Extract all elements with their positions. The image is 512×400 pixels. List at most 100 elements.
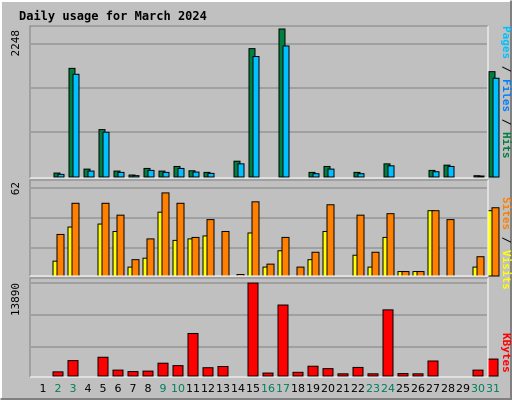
kbytes-panel-border-bottom bbox=[30, 278, 489, 378]
visits-panel-border-bottom bbox=[30, 180, 489, 277]
legend-sites: Sites bbox=[500, 197, 512, 230]
kbytes-bar-19 bbox=[307, 365, 319, 377]
day-label-4: 4 bbox=[85, 382, 92, 395]
sites-bar-23 bbox=[371, 251, 380, 277]
day-label-27: 27 bbox=[426, 382, 440, 395]
sites-bar-9 bbox=[161, 192, 170, 277]
day-label-12: 12 bbox=[201, 382, 215, 395]
files-bar-10 bbox=[177, 167, 185, 178]
day-label-22: 22 bbox=[351, 382, 365, 395]
day-label-29: 29 bbox=[456, 382, 470, 395]
kbytes-bar-20 bbox=[322, 368, 334, 377]
kbytes-bar-30 bbox=[472, 369, 484, 377]
day-label-9: 9 bbox=[160, 382, 167, 395]
sites-bar-7 bbox=[131, 259, 140, 277]
files-bar-17 bbox=[282, 45, 290, 178]
sites-bar-6 bbox=[116, 214, 125, 277]
files-bar-6 bbox=[117, 171, 125, 178]
day-label-21: 21 bbox=[336, 382, 350, 395]
files-bar-30 bbox=[477, 175, 485, 178]
day-label-14: 14 bbox=[231, 382, 245, 395]
day-label-20: 20 bbox=[321, 382, 335, 395]
kbytes-bar-5 bbox=[97, 356, 109, 377]
sites-bar-10 bbox=[176, 202, 185, 277]
day-label-10: 10 bbox=[171, 382, 185, 395]
sites-bar-2 bbox=[56, 233, 65, 277]
day-labels: 1 2 3 4 5 6 7 8 9 10 11 12 13 14 15 16 17 18 19 20 21 22 23 24 2… bbox=[40, 382, 501, 395]
kbytes-bar-21 bbox=[337, 373, 349, 377]
legend-files: Files bbox=[500, 79, 512, 112]
files-bar-19 bbox=[312, 173, 320, 178]
files-bar-9 bbox=[162, 171, 170, 178]
day-label-19: 19 bbox=[306, 382, 320, 395]
kbytes-ymax-label: 13890 bbox=[9, 283, 22, 316]
files-bar-28 bbox=[447, 165, 455, 178]
kbytes-bar-10 bbox=[172, 365, 184, 377]
sites-bar-19 bbox=[311, 251, 320, 277]
sites-bar-17 bbox=[281, 236, 290, 277]
sites-bar-12 bbox=[206, 219, 215, 277]
chart-title: Daily usage for March 2024 bbox=[19, 9, 207, 23]
files-bar-3 bbox=[72, 73, 80, 178]
legend-visits: Visits bbox=[500, 250, 512, 290]
kbytes-bar-15 bbox=[247, 282, 259, 377]
hits-panel-border-top bbox=[29, 25, 488, 178]
files-bar-15 bbox=[252, 56, 260, 178]
kbytes-bar-23 bbox=[367, 373, 379, 377]
kbytes-bar-16 bbox=[262, 372, 274, 377]
sites-bar-5 bbox=[101, 202, 110, 277]
files-bar-11 bbox=[192, 171, 200, 178]
sites-bar-31 bbox=[491, 207, 500, 277]
kbytes-bar-22 bbox=[352, 366, 364, 377]
day-label-26: 26 bbox=[411, 382, 425, 395]
files-bar-20 bbox=[327, 168, 335, 178]
kbytes-bar-12 bbox=[202, 367, 214, 377]
kbytes-bar-26 bbox=[412, 373, 424, 377]
day-label-3: 3 bbox=[70, 382, 77, 395]
legend-kbytes: KBytes bbox=[500, 333, 512, 373]
kbytes-bar-31 bbox=[487, 358, 499, 377]
visits-ymax-label: 62 bbox=[9, 182, 22, 195]
files-bar-5 bbox=[102, 131, 110, 178]
kbytes-bar-6 bbox=[112, 369, 124, 377]
day-label-13: 13 bbox=[216, 382, 230, 395]
day-label-8: 8 bbox=[145, 382, 152, 395]
files-bar-4 bbox=[87, 170, 95, 178]
day-label-1: 1 bbox=[40, 382, 47, 395]
files-bar-27 bbox=[432, 171, 440, 178]
day-label-15: 15 bbox=[246, 382, 260, 395]
sites-bar-30 bbox=[476, 256, 485, 277]
sites-bar-11 bbox=[191, 236, 200, 277]
kbytes-bar-17 bbox=[277, 304, 289, 377]
files-bar-14 bbox=[237, 163, 245, 178]
hits-legend: Pages / Files / Hits bbox=[500, 26, 512, 159]
sites-bar-8 bbox=[146, 238, 155, 277]
legend-sep-3: / bbox=[500, 230, 512, 250]
kbytes-bar-11 bbox=[187, 332, 199, 377]
kbytes-bar-24 bbox=[382, 309, 394, 377]
sites-bar-18 bbox=[296, 266, 305, 277]
kbytes-bar-25 bbox=[397, 373, 409, 377]
kbytes-bar-8 bbox=[142, 370, 154, 377]
kbytes-panel-border-top bbox=[29, 277, 488, 377]
kbytes-bar-3 bbox=[67, 360, 79, 377]
files-bar-31 bbox=[492, 77, 500, 178]
sites-bar-3 bbox=[71, 202, 80, 277]
day-label-24: 24 bbox=[381, 382, 395, 395]
files-bar-7 bbox=[132, 175, 140, 178]
legend-sep-1: / bbox=[500, 59, 512, 79]
sites-bar-27 bbox=[431, 210, 440, 277]
day-label-23: 23 bbox=[366, 382, 380, 395]
visits-panel-border-top bbox=[29, 179, 488, 276]
kbytes-bar-7 bbox=[127, 371, 139, 377]
day-label-18: 18 bbox=[291, 382, 305, 395]
files-bar-2 bbox=[57, 173, 65, 178]
day-label-31: 31 bbox=[486, 382, 500, 395]
files-bar-8 bbox=[147, 169, 155, 178]
day-label-7: 7 bbox=[130, 382, 137, 395]
legend-pages: Pages bbox=[500, 26, 512, 59]
day-label-16: 16 bbox=[261, 382, 275, 395]
kbytes-bar-18 bbox=[292, 371, 304, 377]
